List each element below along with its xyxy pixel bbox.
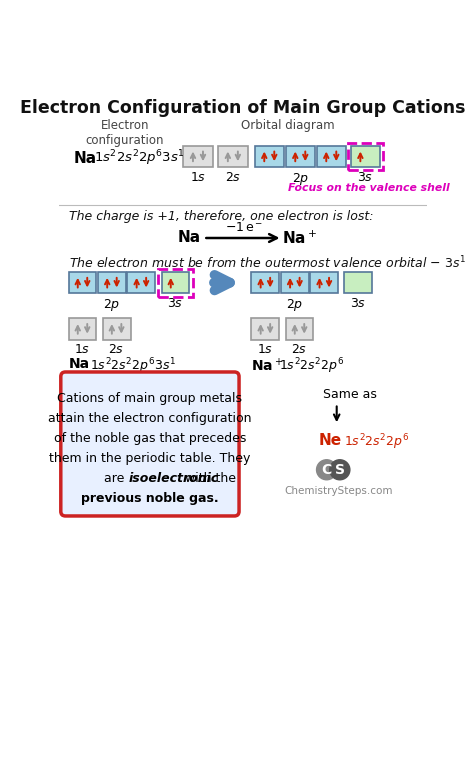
Text: $1s$: $1s$ (190, 171, 206, 184)
Text: Na: Na (73, 152, 96, 166)
Text: $2p$: $2p$ (292, 171, 309, 187)
Text: $1s^22s^22p^63s^1$: $1s^22s^22p^63s^1$ (90, 357, 176, 376)
Text: are: are (104, 472, 128, 485)
Bar (347, 142, 383, 170)
Text: $2p$: $2p$ (103, 298, 120, 313)
Text: Focus on the valence shell: Focus on the valence shell (288, 183, 450, 193)
Bar (345, 272, 373, 294)
Circle shape (330, 460, 350, 479)
Bar (251, 272, 279, 294)
Text: with the: with the (181, 472, 236, 485)
Text: Na$^+$: Na$^+$ (282, 229, 317, 246)
Bar (158, 269, 192, 297)
Bar (218, 145, 247, 167)
Bar (351, 145, 380, 167)
Text: $1s^22s^22p^6$: $1s^22s^22p^6$ (279, 357, 345, 376)
Bar (255, 145, 284, 167)
Text: $2p$: $2p$ (286, 298, 303, 313)
Bar (69, 318, 96, 340)
Text: $2s$: $2s$ (109, 343, 125, 357)
FancyBboxPatch shape (61, 372, 239, 516)
Bar (162, 272, 190, 294)
Text: isoelectronic: isoelectronic (128, 472, 219, 485)
Bar (69, 272, 96, 294)
Text: $3s$: $3s$ (357, 171, 374, 184)
Text: S: S (335, 463, 345, 477)
Bar (128, 272, 155, 294)
Text: The electron must be from the outermost valence orbital $-$ $3s^1$: The electron must be from the outermost … (69, 255, 465, 271)
Text: $3s$: $3s$ (350, 298, 366, 310)
Text: C: C (321, 463, 332, 477)
Text: Same as: Same as (323, 388, 377, 401)
Text: Ne: Ne (319, 433, 342, 448)
Text: $2s$: $2s$ (292, 343, 308, 357)
Bar (98, 272, 126, 294)
Text: Orbital diagram: Orbital diagram (241, 119, 335, 131)
Text: of the noble gas that precedes: of the noble gas that precedes (54, 432, 246, 445)
Bar (285, 145, 315, 167)
Text: The charge is +1, therefore, one electron is lost:: The charge is +1, therefore, one electro… (69, 211, 373, 223)
Text: ChemistrySteps.com: ChemistrySteps.com (284, 486, 392, 496)
Bar (103, 318, 130, 340)
Text: Na: Na (178, 231, 201, 246)
Bar (251, 318, 279, 340)
Text: Na: Na (69, 357, 90, 371)
Text: $2s$: $2s$ (225, 171, 241, 184)
Text: attain the electron configuration: attain the electron configuration (48, 412, 252, 425)
Text: Electron
configuration: Electron configuration (86, 119, 164, 147)
Text: $1s^22s^22p^6$: $1s^22s^22p^6$ (345, 433, 410, 452)
Text: $1s$: $1s$ (74, 343, 91, 357)
Text: Cations of main group metals: Cations of main group metals (57, 392, 242, 405)
Text: $1s^22s^22p^63s^1$: $1s^22s^22p^63s^1$ (94, 149, 185, 169)
Text: $1s$: $1s$ (257, 343, 273, 357)
Text: Na$^+$: Na$^+$ (251, 357, 283, 374)
Text: them in the periodic table. They: them in the periodic table. They (49, 452, 251, 465)
Bar (281, 272, 309, 294)
Bar (285, 318, 313, 340)
Text: $-1\,\mathrm{e}^-$: $-1\,\mathrm{e}^-$ (225, 221, 264, 235)
Bar (183, 145, 213, 167)
Bar (317, 145, 346, 167)
Text: Electron Configuration of Main Group Cations: Electron Configuration of Main Group Cat… (20, 99, 465, 117)
Text: previous noble gas.: previous noble gas. (81, 492, 219, 505)
Text: $3s$: $3s$ (167, 298, 183, 310)
Bar (310, 272, 338, 294)
Circle shape (317, 460, 337, 479)
